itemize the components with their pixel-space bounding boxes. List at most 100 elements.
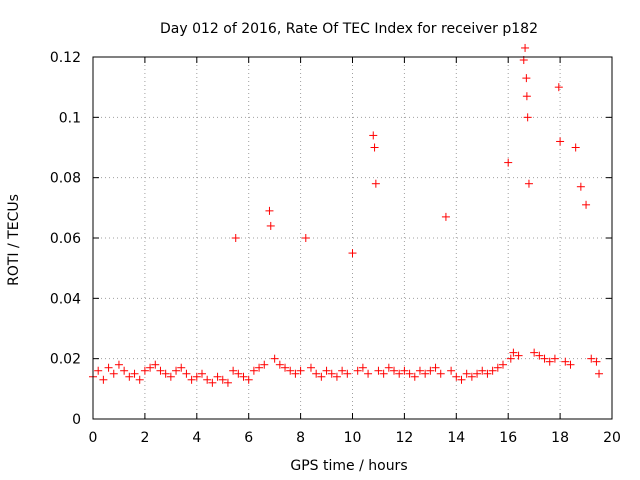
data-point [374, 366, 383, 375]
x-tick-label: 0 [89, 430, 98, 446]
y-tick-label: 0.06 [50, 231, 81, 247]
data-point [436, 369, 445, 378]
data-point [561, 357, 570, 366]
data-point [172, 366, 181, 375]
data-point [522, 74, 531, 83]
data-point [421, 369, 430, 378]
data-point [452, 372, 461, 381]
data-point [514, 351, 523, 360]
data-point [522, 92, 531, 101]
data-point [524, 179, 533, 188]
x-tick-label: 14 [447, 430, 465, 446]
data-point [447, 366, 456, 375]
data-point [265, 206, 274, 215]
data-point [379, 369, 388, 378]
data-point [327, 369, 336, 378]
x-tick-label: 2 [140, 430, 149, 446]
data-point [223, 378, 232, 387]
data-point [415, 366, 424, 375]
data-point [312, 369, 321, 378]
data-point [582, 200, 591, 209]
data-point [488, 366, 497, 375]
data-point [296, 366, 305, 375]
data-point [523, 113, 532, 122]
data-point [343, 369, 352, 378]
data-point [291, 369, 300, 378]
data-point [213, 372, 222, 381]
x-tick-label: 4 [192, 430, 201, 446]
data-point [390, 366, 399, 375]
data-point [260, 360, 269, 369]
data-point [540, 354, 549, 363]
data-point [556, 137, 565, 146]
y-axis-title: ROTI / TECUs [6, 194, 22, 286]
data-point [192, 372, 201, 381]
data-point [218, 375, 227, 384]
data-point [301, 234, 310, 242]
data-point [587, 354, 596, 363]
data-point [554, 83, 563, 92]
data-point [550, 354, 559, 363]
data-point [322, 366, 331, 375]
data-point [203, 375, 212, 384]
x-tick-label: 16 [499, 430, 517, 446]
data-point [275, 360, 284, 369]
data-point [135, 375, 144, 384]
x-tick-label: 18 [551, 430, 569, 446]
data-point [166, 372, 175, 381]
data-point [130, 369, 139, 378]
data-point [545, 357, 554, 366]
data-point [348, 249, 357, 258]
y-tick-label: 0 [72, 412, 81, 428]
data-point [499, 360, 508, 369]
data-point [187, 375, 196, 384]
data-point [478, 366, 487, 375]
data-point [99, 375, 108, 384]
grid-lines [93, 57, 612, 419]
data-point [566, 360, 575, 369]
x-tick-label: 10 [344, 430, 362, 446]
data-point [576, 182, 585, 191]
data-point [358, 363, 367, 372]
data-point [229, 366, 238, 375]
data-point [140, 366, 149, 375]
y-tick-label: 0.1 [59, 110, 81, 126]
data-point [371, 179, 380, 188]
data-point [332, 372, 341, 381]
data-point [239, 372, 248, 381]
data-point [405, 369, 414, 378]
data-point [504, 158, 513, 167]
data-point [571, 143, 580, 152]
data-point [369, 131, 378, 140]
data-point [151, 360, 160, 369]
data-point [493, 363, 502, 372]
data-point [114, 360, 123, 369]
data-point [338, 366, 347, 375]
data-point [208, 378, 217, 387]
data-point [197, 369, 206, 378]
data-point [595, 369, 604, 378]
data-point [161, 369, 170, 378]
data-point [364, 369, 373, 378]
data-point [509, 348, 518, 357]
x-tick-label: 6 [244, 430, 253, 446]
y-tick-label: 0.12 [50, 50, 81, 66]
data-point [431, 363, 440, 372]
data-point [120, 366, 129, 375]
data-point [400, 366, 409, 375]
data-series-roti [89, 43, 604, 387]
data-point [370, 143, 379, 152]
data-point [483, 369, 492, 378]
data-point [255, 363, 264, 372]
data-point [426, 366, 435, 375]
data-point [592, 357, 601, 366]
data-point [286, 366, 295, 375]
data-point [441, 212, 450, 221]
data-point [249, 366, 258, 375]
data-point [384, 363, 393, 372]
data-point [231, 234, 240, 242]
data-point [177, 363, 186, 372]
data-point [306, 363, 315, 372]
data-point [395, 369, 404, 378]
